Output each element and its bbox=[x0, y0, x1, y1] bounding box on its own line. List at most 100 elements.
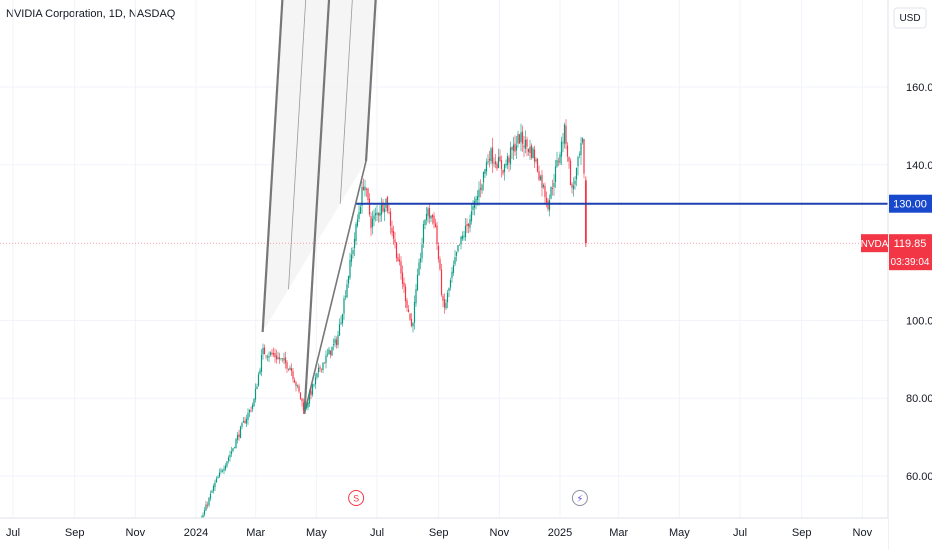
candle-body bbox=[238, 434, 240, 437]
event-marker[interactable] bbox=[571, 490, 588, 506]
candle-body bbox=[260, 354, 263, 372]
candle-body bbox=[442, 295, 444, 301]
candle-body bbox=[449, 280, 452, 288]
candle-body bbox=[458, 244, 461, 246]
candle-body bbox=[262, 347, 264, 355]
candle-body bbox=[499, 156, 501, 162]
split-marker-label: S bbox=[353, 494, 359, 504]
candle-body bbox=[494, 161, 497, 165]
candle-body bbox=[436, 225, 438, 245]
candle-body bbox=[491, 147, 494, 164]
candle-body bbox=[433, 215, 435, 224]
candle-body bbox=[506, 156, 509, 166]
candle-body bbox=[431, 214, 434, 218]
candle-body bbox=[395, 242, 398, 259]
candle-body bbox=[551, 188, 554, 189]
candle-body bbox=[325, 355, 327, 364]
candle-body bbox=[209, 493, 212, 499]
candle-body bbox=[461, 235, 464, 239]
candle-body bbox=[340, 322, 342, 324]
candle-body bbox=[424, 219, 426, 225]
candle-body bbox=[563, 124, 566, 144]
candle-body bbox=[298, 385, 300, 392]
candle-body bbox=[343, 298, 345, 314]
candle-body bbox=[503, 164, 506, 173]
currency-box[interactable] bbox=[893, 7, 927, 29]
candle-body bbox=[482, 171, 485, 183]
candle-body bbox=[475, 198, 477, 203]
split-marker[interactable] bbox=[348, 490, 365, 506]
candle-body bbox=[322, 362, 324, 370]
y-tick-label: 60.00 bbox=[906, 471, 932, 483]
candle-body bbox=[427, 208, 429, 216]
candle-body bbox=[272, 352, 275, 355]
candle-body bbox=[334, 339, 336, 344]
candle-body bbox=[226, 461, 228, 467]
chart-title: NVIDIA Corporation, 1D, NASDAQ bbox=[6, 8, 176, 20]
candle-body bbox=[479, 188, 482, 190]
candle-body bbox=[481, 184, 483, 191]
x-tick-label: Jul bbox=[6, 527, 20, 539]
candle-body bbox=[568, 156, 570, 162]
candle-body bbox=[394, 239, 396, 243]
candle-body bbox=[556, 159, 558, 167]
candle-body bbox=[497, 157, 500, 169]
candle-body bbox=[350, 254, 353, 262]
candle-body bbox=[533, 149, 536, 162]
candle-body bbox=[379, 212, 381, 216]
candle-body bbox=[451, 271, 453, 279]
candle-body bbox=[376, 212, 378, 215]
candle-body bbox=[560, 141, 563, 157]
candle-body bbox=[404, 286, 407, 302]
candle-body bbox=[283, 358, 285, 361]
candle-body bbox=[388, 212, 390, 214]
candle-body bbox=[257, 374, 260, 386]
candle-body bbox=[463, 235, 465, 237]
x-tick-label: Jul bbox=[733, 527, 747, 539]
candle-body bbox=[412, 322, 414, 327]
candle-body bbox=[215, 478, 218, 483]
candle-body bbox=[346, 284, 348, 298]
pitchfork-median-line bbox=[303, 0, 331, 414]
x-tick-label: Sep bbox=[429, 527, 449, 539]
candle-body bbox=[205, 504, 207, 511]
candle-body bbox=[518, 134, 521, 144]
candle-body bbox=[365, 188, 368, 190]
candle-body bbox=[517, 134, 519, 144]
y-tick-label: 160.00 bbox=[906, 82, 932, 94]
candle-body bbox=[203, 510, 206, 515]
candle-body bbox=[407, 309, 410, 313]
price-axis[interactable] bbox=[888, 0, 932, 550]
pitchfork-handle bbox=[303, 160, 367, 414]
candle-body bbox=[232, 448, 234, 451]
candle-body bbox=[448, 287, 450, 291]
candle-body bbox=[524, 139, 527, 149]
candle-body bbox=[434, 223, 437, 228]
x-tick-label: 2025 bbox=[548, 527, 572, 539]
candle-body bbox=[542, 184, 545, 187]
candle-body bbox=[574, 180, 576, 185]
candle-body bbox=[373, 215, 375, 220]
candle-body bbox=[310, 391, 312, 396]
x-tick-label: Nov bbox=[126, 527, 146, 539]
candle-body bbox=[419, 258, 422, 263]
candle-body bbox=[527, 148, 530, 153]
candle-body bbox=[490, 148, 492, 162]
candle-body bbox=[305, 406, 308, 408]
pitchfork-fill bbox=[262, 0, 376, 333]
pitchfork-inner-line bbox=[288, 0, 307, 290]
candle-body bbox=[368, 198, 371, 215]
candle-body bbox=[208, 497, 210, 506]
candle-body bbox=[443, 299, 446, 308]
candle-body bbox=[256, 386, 258, 390]
candle-body bbox=[484, 169, 486, 174]
candle-body bbox=[235, 439, 237, 448]
candle-body bbox=[280, 358, 282, 360]
candle-body bbox=[292, 371, 294, 379]
candle-body bbox=[248, 409, 251, 413]
candle-body bbox=[520, 132, 522, 142]
candle-body bbox=[352, 249, 354, 255]
time-axis[interactable] bbox=[0, 518, 888, 550]
candle-body bbox=[347, 276, 350, 284]
